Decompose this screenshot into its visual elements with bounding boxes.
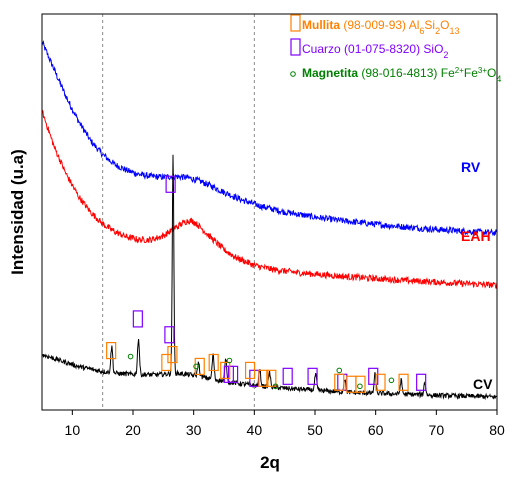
magnetita-marker [128,354,133,359]
legend-mullita-text: Mullita (98-009-93) Al6Si2O13 [302,18,459,36]
legend: Mullita (98-009-93) Al6Si2O13 Cuarzo (01-… [291,15,502,84]
x-tick-label: 40 [247,422,263,438]
series-label-cv: CV [473,376,493,392]
x-tick-label: 50 [307,422,323,438]
x-tick-label: 30 [186,422,202,438]
cuarzo-marker [133,311,142,327]
series-line-cv [42,155,497,399]
x-tick-label: 10 [65,422,81,438]
series-label-rv: RV [461,159,481,175]
series-layer [42,41,497,399]
legend-cuarzo-text: Cuarzo (01-075-8320) SiO2 [302,42,448,60]
legend-magnetita-marker [291,72,296,77]
x-tick-label: 20 [125,422,141,438]
magnetita-marker [337,368,342,373]
cuarzo-marker [308,368,317,384]
cuarzo-marker [165,327,174,343]
mullita-marker [335,374,344,390]
x-tick-label: 80 [489,422,505,438]
cuarzo-marker [283,368,292,384]
legend-magnetita-text: Magnetita (98-016-4813) Fe2+Fe3+O4 [302,66,501,85]
x-axis: 10 20 30 40 50 60 70 80 [65,410,505,438]
magnetita-marker [358,384,363,389]
x-tick-label: 60 [368,422,384,438]
legend-mullita-marker [291,15,300,31]
magnetita-marker [389,378,394,383]
series-label-eah: EAH [461,228,491,244]
x-axis-title: 2q [260,453,280,472]
series-line-eah [42,111,497,289]
legend-cuarzo-marker [291,39,300,55]
reference-lines [103,14,255,410]
x-tick-label: 70 [429,422,445,438]
y-axis-title: Intensidad (u.a) [8,149,27,275]
